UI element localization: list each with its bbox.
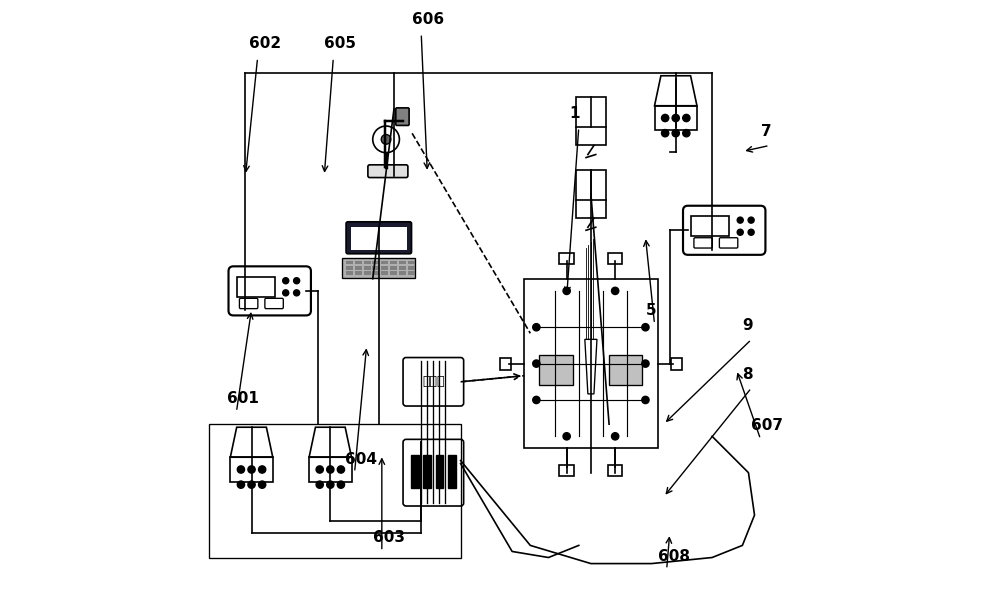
Circle shape <box>661 115 669 122</box>
Circle shape <box>737 217 743 223</box>
Circle shape <box>327 466 334 473</box>
FancyBboxPatch shape <box>411 454 419 488</box>
Text: 8: 8 <box>742 367 753 382</box>
FancyBboxPatch shape <box>381 271 388 275</box>
Circle shape <box>642 360 649 367</box>
FancyBboxPatch shape <box>396 108 409 125</box>
FancyBboxPatch shape <box>351 227 407 250</box>
FancyBboxPatch shape <box>448 454 456 488</box>
Circle shape <box>672 115 679 122</box>
FancyBboxPatch shape <box>390 266 397 270</box>
Circle shape <box>283 290 289 296</box>
Circle shape <box>563 287 570 295</box>
Circle shape <box>237 466 245 473</box>
Circle shape <box>337 466 345 473</box>
FancyBboxPatch shape <box>436 454 443 488</box>
FancyBboxPatch shape <box>559 253 574 264</box>
FancyBboxPatch shape <box>355 271 362 275</box>
FancyBboxPatch shape <box>399 261 406 264</box>
Circle shape <box>533 324 540 331</box>
FancyBboxPatch shape <box>609 355 642 385</box>
FancyBboxPatch shape <box>355 261 362 264</box>
FancyBboxPatch shape <box>559 465 574 476</box>
Circle shape <box>259 481 266 488</box>
Text: 607: 607 <box>751 418 783 433</box>
Circle shape <box>337 481 345 488</box>
Circle shape <box>661 130 669 137</box>
Circle shape <box>294 278 300 284</box>
Text: 单片机: 单片机 <box>422 375 445 388</box>
FancyBboxPatch shape <box>408 261 415 264</box>
Circle shape <box>683 115 690 122</box>
Polygon shape <box>585 339 597 394</box>
FancyBboxPatch shape <box>346 266 353 270</box>
FancyBboxPatch shape <box>364 266 371 270</box>
FancyBboxPatch shape <box>364 261 371 264</box>
FancyBboxPatch shape <box>608 253 622 264</box>
FancyBboxPatch shape <box>364 271 371 275</box>
Circle shape <box>294 290 300 296</box>
FancyBboxPatch shape <box>608 465 622 476</box>
Circle shape <box>381 135 391 144</box>
FancyBboxPatch shape <box>399 266 406 270</box>
FancyBboxPatch shape <box>346 261 353 264</box>
Circle shape <box>737 229 743 235</box>
FancyBboxPatch shape <box>381 261 388 264</box>
Circle shape <box>248 466 255 473</box>
FancyBboxPatch shape <box>671 358 682 370</box>
Circle shape <box>642 324 649 331</box>
FancyBboxPatch shape <box>500 358 511 370</box>
Text: 603: 603 <box>373 530 405 545</box>
Text: 1: 1 <box>570 106 580 121</box>
Circle shape <box>248 481 255 488</box>
FancyBboxPatch shape <box>539 355 573 385</box>
FancyBboxPatch shape <box>346 222 412 254</box>
FancyBboxPatch shape <box>399 271 406 275</box>
FancyBboxPatch shape <box>342 258 415 278</box>
FancyBboxPatch shape <box>372 266 379 270</box>
Text: 608: 608 <box>658 548 690 564</box>
Text: 7: 7 <box>761 124 771 139</box>
FancyBboxPatch shape <box>368 165 408 178</box>
Circle shape <box>612 287 619 295</box>
FancyBboxPatch shape <box>381 266 388 270</box>
Circle shape <box>612 433 619 440</box>
Circle shape <box>748 229 754 235</box>
FancyBboxPatch shape <box>423 454 431 488</box>
FancyBboxPatch shape <box>408 271 415 275</box>
Circle shape <box>373 126 399 153</box>
Circle shape <box>642 396 649 404</box>
Circle shape <box>563 433 570 440</box>
Text: 605: 605 <box>324 36 356 52</box>
FancyBboxPatch shape <box>355 266 362 270</box>
Text: 604: 604 <box>345 451 377 467</box>
Text: 5: 5 <box>645 303 656 318</box>
Circle shape <box>316 466 323 473</box>
Circle shape <box>327 481 334 488</box>
Circle shape <box>237 481 245 488</box>
FancyBboxPatch shape <box>372 271 379 275</box>
Circle shape <box>259 466 266 473</box>
Circle shape <box>283 278 289 284</box>
Circle shape <box>683 130 690 137</box>
Text: 601: 601 <box>227 391 259 406</box>
FancyBboxPatch shape <box>390 261 397 264</box>
Text: 602: 602 <box>249 36 281 52</box>
Circle shape <box>748 217 754 223</box>
FancyBboxPatch shape <box>390 271 397 275</box>
FancyBboxPatch shape <box>346 271 353 275</box>
Circle shape <box>533 360 540 367</box>
Circle shape <box>316 481 323 488</box>
FancyBboxPatch shape <box>408 266 415 270</box>
FancyBboxPatch shape <box>372 261 379 264</box>
Circle shape <box>672 130 679 137</box>
Circle shape <box>533 396 540 404</box>
Text: 606: 606 <box>412 12 444 27</box>
Text: 9: 9 <box>742 318 753 333</box>
